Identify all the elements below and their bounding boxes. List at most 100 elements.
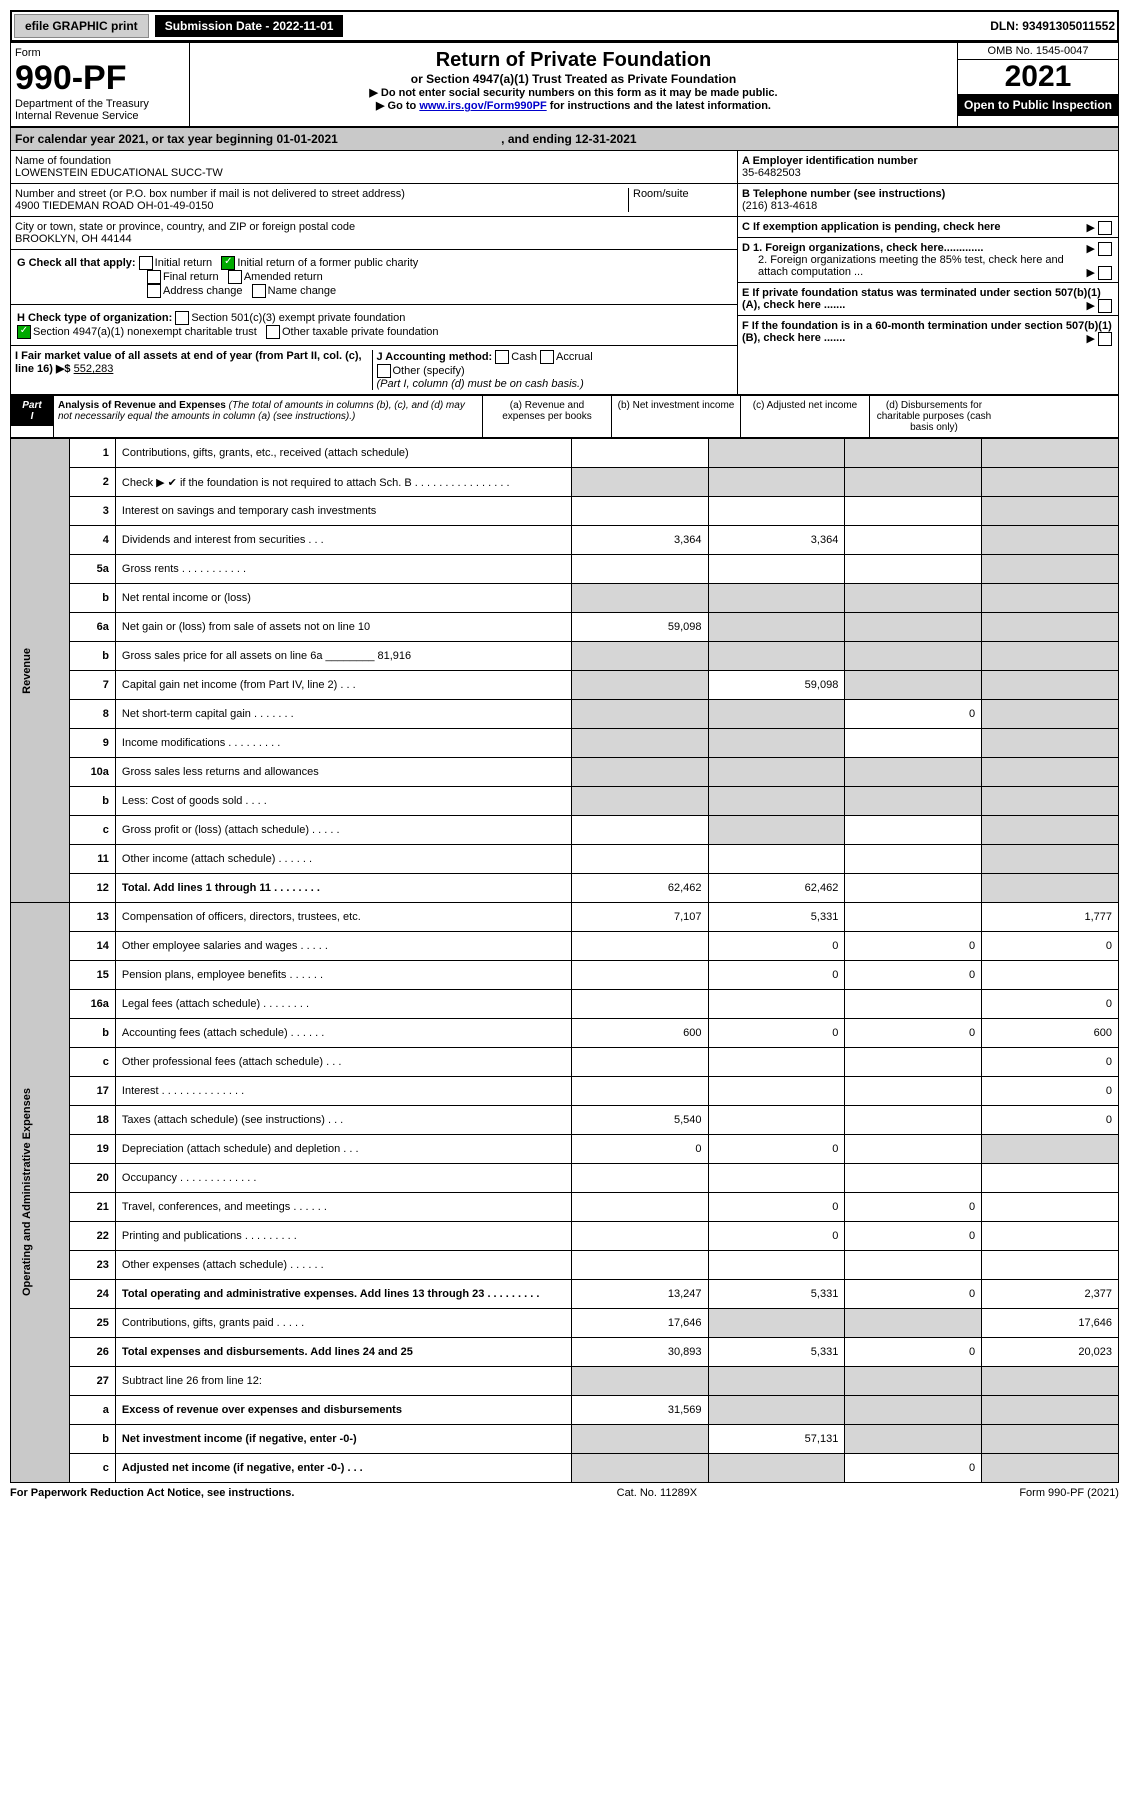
table-row: 14Other employee salaries and wages . . … xyxy=(11,932,1119,961)
cash-checkbox[interactable] xyxy=(495,350,509,364)
table-row: 3Interest on savings and temporary cash … xyxy=(11,497,1119,526)
j-note: (Part I, column (d) must be on cash basi… xyxy=(377,378,584,390)
form-number: 990-PF xyxy=(15,59,185,98)
other-checkbox[interactable] xyxy=(377,364,391,378)
accrual-checkbox[interactable] xyxy=(540,350,554,364)
address-label: Number and street (or P.O. box number if… xyxy=(15,188,624,200)
f-label: F If the foundation is in a 60-month ter… xyxy=(742,320,1112,344)
g-label: G Check all that apply: xyxy=(17,257,136,269)
foundation-info: Name of foundation LOWENSTEIN EDUCATIONA… xyxy=(10,151,1119,395)
e-label: E If private foundation status was termi… xyxy=(742,287,1101,311)
d2-label: 2. Foreign organizations meeting the 85%… xyxy=(758,254,1064,278)
form-label: Form xyxy=(15,47,185,59)
c-checkbox[interactable] xyxy=(1098,221,1112,235)
d1-label: D 1. Foreign organizations, check here..… xyxy=(742,242,983,254)
table-row: 10aGross sales less returns and allowanc… xyxy=(11,758,1119,787)
dln-label: DLN: 93491305011552 xyxy=(990,19,1115,33)
table-row: cAdjusted net income (if negative, enter… xyxy=(11,1454,1119,1483)
table-row: 2Check ▶ ✔ if the foundation is not requ… xyxy=(11,468,1119,497)
col-c-header: (c) Adjusted net income xyxy=(741,396,870,437)
ssn-warning: ▶ Do not enter social security numbers o… xyxy=(196,86,951,99)
table-row: 4Dividends and interest from securities … xyxy=(11,526,1119,555)
c-label: C If exemption application is pending, c… xyxy=(742,221,1001,233)
initial-former-checkbox[interactable] xyxy=(221,256,235,270)
irs-label: Internal Revenue Service xyxy=(15,110,185,122)
table-row: 11Other income (attach schedule) . . . .… xyxy=(11,845,1119,874)
table-row: bNet rental income or (loss) xyxy=(11,584,1119,613)
e-checkbox[interactable] xyxy=(1098,299,1112,313)
goto-prefix: ▶ Go to xyxy=(376,100,419,112)
form-footer-label: Form 990-PF (2021) xyxy=(1019,1487,1119,1499)
table-row: Operating and Administrative Expenses13C… xyxy=(11,903,1119,932)
ein-value: 35-6482503 xyxy=(742,167,1114,179)
table-row: 15Pension plans, employee benefits . . .… xyxy=(11,961,1119,990)
form-title: Return of Private Foundation xyxy=(196,49,951,72)
i-label: I Fair market value of all assets at end… xyxy=(15,350,362,375)
initial-return-checkbox[interactable] xyxy=(139,256,153,270)
d1-checkbox[interactable] xyxy=(1098,242,1112,256)
address-change-checkbox[interactable] xyxy=(147,284,161,298)
analysis-table: Revenue1Contributions, gifts, grants, et… xyxy=(10,438,1119,1483)
efile-print-button[interactable]: efile GRAPHIC print xyxy=(14,14,149,38)
fmv-value: 552,283 xyxy=(74,363,114,375)
d2-checkbox[interactable] xyxy=(1098,266,1112,280)
table-row: 9Income modifications . . . . . . . . . xyxy=(11,729,1119,758)
table-row: bAccounting fees (attach schedule) . . .… xyxy=(11,1019,1119,1048)
name-label: Name of foundation xyxy=(15,155,733,167)
phone-value: (216) 813-4618 xyxy=(742,200,1114,212)
h2-checkbox[interactable] xyxy=(17,325,31,339)
table-row: cOther professional fees (attach schedul… xyxy=(11,1048,1119,1077)
name-change-checkbox[interactable] xyxy=(252,284,266,298)
f-checkbox[interactable] xyxy=(1098,332,1112,346)
table-row: 18Taxes (attach schedule) (see instructi… xyxy=(11,1106,1119,1135)
form-subtitle: or Section 4947(a)(1) Trust Treated as P… xyxy=(196,72,951,86)
part-i-badge: Part I xyxy=(11,396,53,426)
amended-return-checkbox[interactable] xyxy=(228,270,242,284)
table-row: bNet investment income (if negative, ent… xyxy=(11,1425,1119,1454)
table-row: 23Other expenses (attach schedule) . . .… xyxy=(11,1251,1119,1280)
dept-treasury: Department of the Treasury xyxy=(15,98,185,110)
col-b-header: (b) Net investment income xyxy=(612,396,741,437)
analysis-title: Analysis of Revenue and Expenses xyxy=(58,400,226,411)
ein-label: A Employer identification number xyxy=(742,155,1114,167)
h-label: H Check type of organization: xyxy=(17,312,172,324)
j-label: J Accounting method: xyxy=(377,351,493,363)
table-row: bLess: Cost of goods sold . . . . xyxy=(11,787,1119,816)
submission-date-label: Submission Date - 2022-11-01 xyxy=(155,15,344,37)
instructions-link[interactable]: www.irs.gov/Form990PF xyxy=(419,100,546,112)
table-row: 7Capital gain net income (from Part IV, … xyxy=(11,671,1119,700)
expenses-side-label: Operating and Administrative Expenses xyxy=(17,1084,37,1300)
goto-suffix: for instructions and the latest informat… xyxy=(550,100,771,112)
address-value: 4900 TIEDEMAN ROAD OH-01-49-0150 xyxy=(15,200,624,212)
form-header: Form 990-PF Department of the Treasury I… xyxy=(10,42,1119,127)
table-row: 22Printing and publications . . . . . . … xyxy=(11,1222,1119,1251)
table-row: 17Interest . . . . . . . . . . . . . .0 xyxy=(11,1077,1119,1106)
phone-label: B Telephone number (see instructions) xyxy=(742,188,1114,200)
h1-checkbox[interactable] xyxy=(175,311,189,325)
table-row: cGross profit or (loss) (attach schedule… xyxy=(11,816,1119,845)
catalog-number: Cat. No. 11289X xyxy=(617,1487,698,1499)
city-label: City or town, state or province, country… xyxy=(15,221,733,233)
final-return-checkbox[interactable] xyxy=(147,270,161,284)
revenue-side-label: Revenue xyxy=(17,644,37,698)
inspection-badge: Open to Public Inspection xyxy=(958,94,1118,116)
table-row: Revenue1Contributions, gifts, grants, et… xyxy=(11,439,1119,468)
col-d-header: (d) Disbursements for charitable purpose… xyxy=(870,396,998,437)
omb-number: OMB No. 1545-0047 xyxy=(958,43,1118,60)
table-row: 12Total. Add lines 1 through 11 . . . . … xyxy=(11,874,1119,903)
part-i-header: Part I Analysis of Revenue and Expenses … xyxy=(10,395,1119,438)
table-row: 16aLegal fees (attach schedule) . . . . … xyxy=(11,990,1119,1019)
table-row: 8Net short-term capital gain . . . . . .… xyxy=(11,700,1119,729)
table-row: aExcess of revenue over expenses and dis… xyxy=(11,1396,1119,1425)
tax-year: 2021 xyxy=(958,60,1118,94)
paperwork-notice: For Paperwork Reduction Act Notice, see … xyxy=(10,1487,294,1499)
calendar-year-row: For calendar year 2021, or tax year begi… xyxy=(10,127,1119,151)
h3-checkbox[interactable] xyxy=(266,325,280,339)
top-toolbar: efile GRAPHIC print Submission Date - 20… xyxy=(10,10,1119,42)
table-row: 27Subtract line 26 from line 12: xyxy=(11,1367,1119,1396)
table-row: 6aNet gain or (loss) from sale of assets… xyxy=(11,613,1119,642)
table-row: 26Total expenses and disbursements. Add … xyxy=(11,1338,1119,1367)
table-row: 24Total operating and administrative exp… xyxy=(11,1280,1119,1309)
room-label: Room/suite xyxy=(629,188,733,212)
table-row: bGross sales price for all assets on lin… xyxy=(11,642,1119,671)
